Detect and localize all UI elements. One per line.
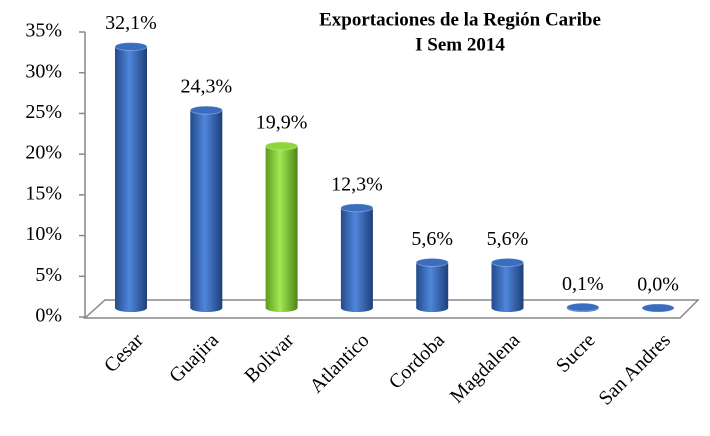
y-tick-label: 15% <box>25 182 62 204</box>
bar <box>415 257 449 312</box>
chart-subtitle: I Sem 2014 <box>415 34 505 55</box>
x-tick-label: Cordoba <box>385 329 449 393</box>
bar <box>641 303 675 313</box>
bar-top <box>114 42 148 52</box>
y-tick-label: 20% <box>25 142 62 164</box>
bar-top <box>415 257 449 267</box>
y-tick-label: 0% <box>35 305 62 327</box>
y-tick-label: 5% <box>35 264 62 286</box>
bar <box>566 302 600 312</box>
bar-body <box>416 262 449 308</box>
bar-top <box>566 302 600 312</box>
value-label: 5,6% <box>411 228 453 250</box>
floor <box>83 299 700 319</box>
x-tick-label: Cesar <box>100 329 148 377</box>
y-tick-label: 25% <box>25 101 62 123</box>
bar-top <box>265 141 299 151</box>
x-tick-label: Magdalena <box>446 329 524 407</box>
value-label: 5,6% <box>487 228 529 250</box>
y-tick-label: 10% <box>25 223 62 245</box>
value-label: 24,3% <box>180 76 232 98</box>
bar-body <box>190 110 223 308</box>
bar <box>491 257 524 312</box>
bar <box>114 42 148 312</box>
bar-top <box>340 203 374 213</box>
bar-body <box>265 145 298 308</box>
chart-title: Exportaciones de la Región Caribe <box>319 9 601 30</box>
value-label: 0,1% <box>562 273 604 295</box>
bar-body <box>491 262 524 308</box>
bar-top <box>491 257 524 267</box>
x-tick-label: Sucre <box>552 329 600 377</box>
bar-body <box>340 207 373 308</box>
x-tick-label: Guajira <box>165 329 223 387</box>
value-label: 12,3% <box>331 173 383 195</box>
y-tick-label: 35% <box>25 20 62 42</box>
y-tick-label: 30% <box>25 60 62 82</box>
bar <box>340 203 374 312</box>
x-tick-label: Atlantico <box>305 329 373 397</box>
bar-top <box>641 303 675 313</box>
value-label: 0,0% <box>637 274 679 296</box>
value-label: 19,9% <box>256 112 308 134</box>
bar-top <box>189 105 223 115</box>
x-tick-label: Bolivar <box>240 329 298 387</box>
value-label: 32,1% <box>105 12 157 34</box>
bar <box>265 141 299 312</box>
bar <box>189 105 223 312</box>
bar-body <box>115 46 147 308</box>
x-tick-label: San Andres <box>595 329 676 410</box>
